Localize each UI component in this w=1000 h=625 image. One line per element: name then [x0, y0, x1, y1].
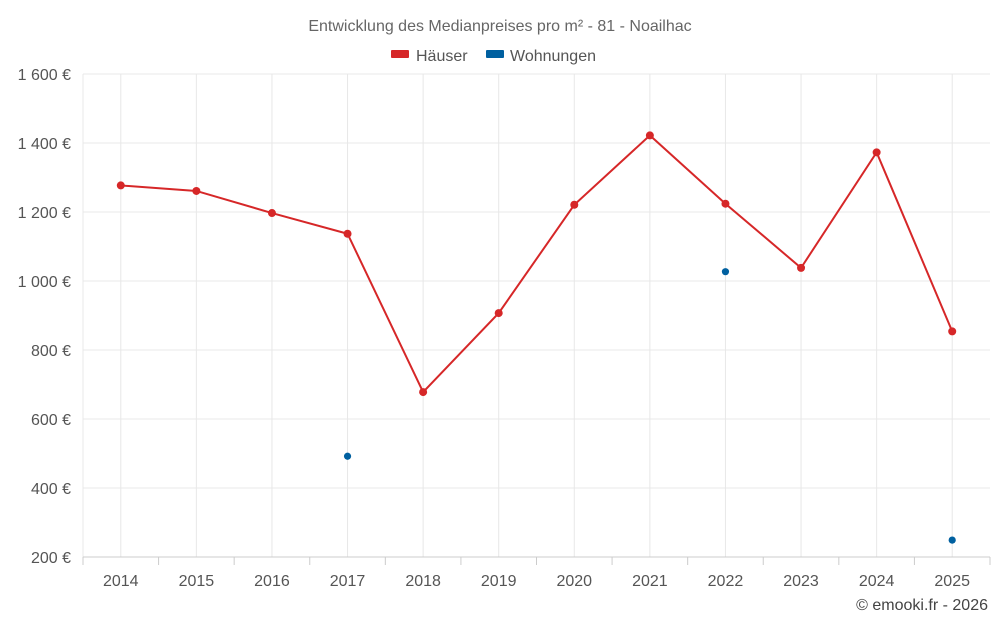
x-tick-label: 2018 [405, 573, 441, 590]
data-point[interactable] [721, 199, 730, 208]
y-axis: 200 € 400 € 600 € 800 € 1 000 € 1 200 € 1 400 … [18, 67, 71, 567]
legend-label: Wohnungen [510, 48, 596, 65]
series-haeuser [116, 131, 957, 397]
series-wohnungen [343, 268, 956, 544]
x-tick-label: 2022 [708, 573, 744, 590]
data-point[interactable] [116, 181, 125, 190]
legend: Häuser Wohnungen [391, 48, 596, 65]
data-point[interactable] [570, 200, 579, 209]
x-tick-label: 2020 [556, 573, 592, 590]
x-tick-label: 2021 [632, 573, 668, 590]
data-point[interactable] [343, 229, 352, 238]
x-tick-label: 2019 [481, 573, 517, 590]
y-tick-label: 800 € [31, 343, 71, 360]
series-line [120, 134, 954, 394]
data-point[interactable] [721, 268, 730, 276]
grid [82, 73, 990, 558]
x-axis: 2014 2015 2016 2017 2018 2019 2020 2021 2022 2023… [82, 556, 991, 590]
legend-item[interactable]: Häuser [391, 48, 468, 65]
y-tick-label: 1 600 € [18, 67, 71, 84]
x-tick-label: 2017 [330, 573, 366, 590]
y-tick-label: 1 000 € [18, 274, 71, 291]
data-point[interactable] [267, 209, 276, 218]
data-point[interactable] [797, 263, 806, 272]
legend-swatch [486, 50, 504, 58]
data-point[interactable] [494, 309, 503, 318]
data-point[interactable] [948, 327, 957, 336]
y-tick-label: 400 € [31, 481, 71, 498]
y-tick-label: 1 400 € [18, 136, 71, 153]
data-point[interactable] [419, 388, 428, 397]
x-tick-label: 2014 [103, 573, 139, 590]
series-group [116, 131, 957, 544]
legend-label: Häuser [416, 48, 468, 65]
chart-title: Entwicklung des Medianpreises pro m² - 8… [308, 18, 691, 35]
data-point[interactable] [948, 536, 956, 544]
data-point[interactable] [645, 131, 654, 140]
y-tick-label: 1 200 € [18, 205, 71, 222]
x-tick-label: 2016 [254, 573, 290, 590]
x-tick-label: 2023 [783, 573, 819, 590]
x-tick-label: 2024 [859, 573, 895, 590]
legend-item[interactable]: Wohnungen [486, 48, 596, 65]
legend-swatch [391, 50, 409, 58]
y-tick-label: 600 € [31, 412, 71, 429]
data-point[interactable] [343, 452, 352, 460]
x-tick-label: 2015 [179, 573, 215, 590]
x-tick-label: 2025 [934, 573, 970, 590]
data-point[interactable] [192, 186, 201, 195]
y-tick-label: 200 € [31, 550, 71, 567]
credit-text: © emooki.fr - 2026 [856, 597, 988, 614]
data-point[interactable] [872, 148, 881, 157]
